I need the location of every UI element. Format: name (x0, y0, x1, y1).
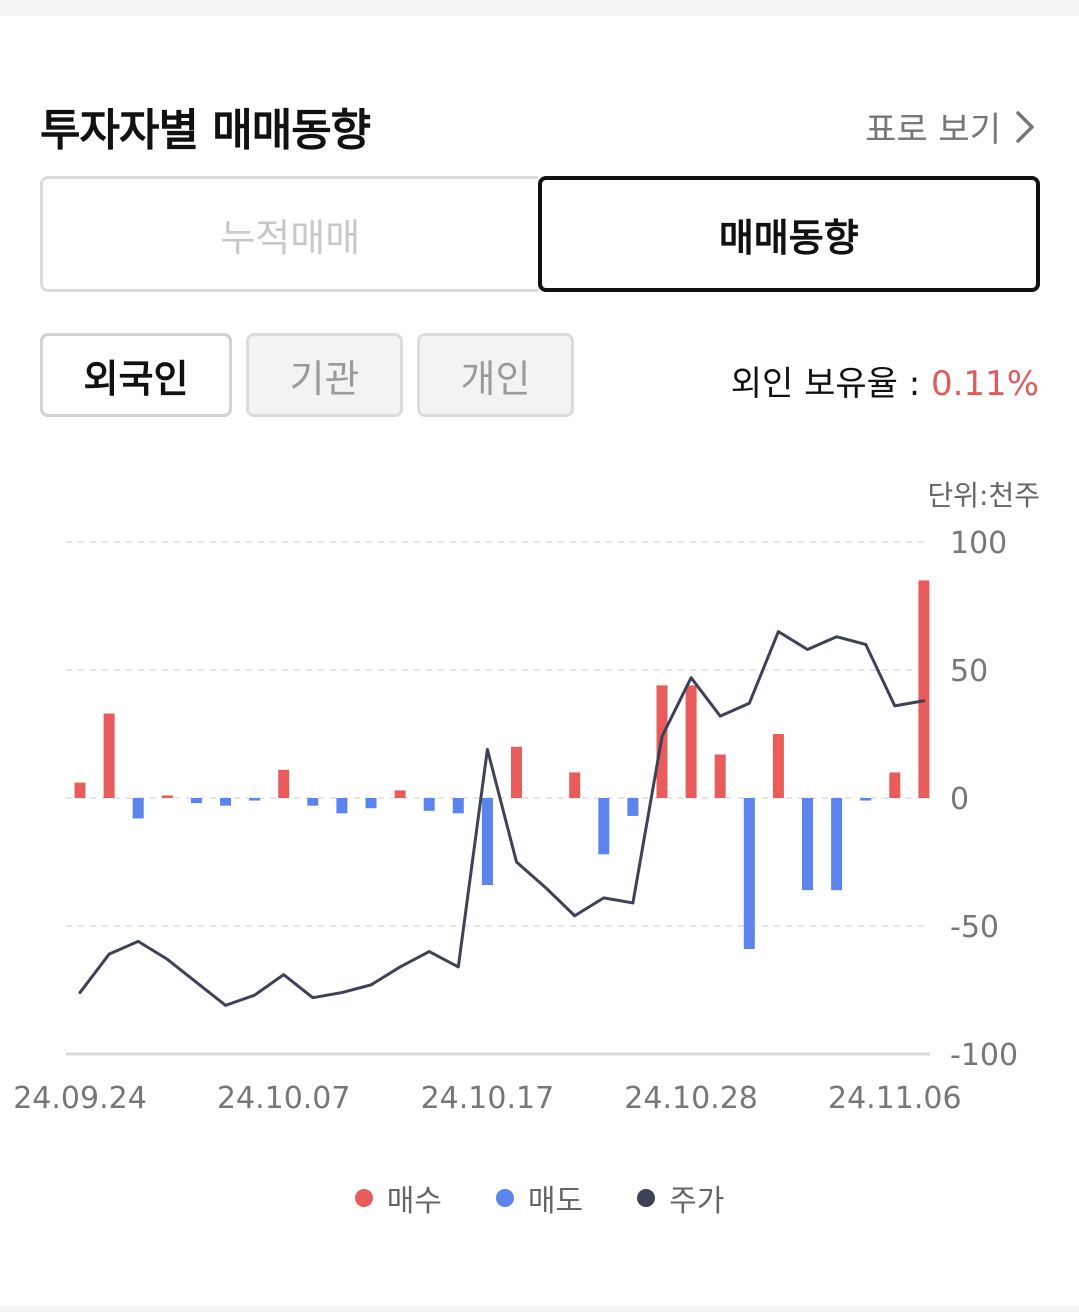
x-tick-label: 24.10.17 (421, 1081, 555, 1116)
sell-bar (598, 798, 610, 855)
holding-value: 0.11% (930, 364, 1039, 404)
buy-bar (772, 734, 784, 798)
legend-label-buy: 매수 (386, 1184, 442, 1219)
tab-institution[interactable]: 기관 (246, 333, 403, 417)
x-tick-label: 24.11.06 (828, 1081, 962, 1116)
sell-bar (220, 798, 231, 806)
buy-bar (278, 769, 290, 798)
buy-bar (394, 790, 406, 798)
legend-item-sell: 매도 (495, 1176, 584, 1220)
sell-bar (423, 798, 435, 811)
buy-bar (103, 713, 115, 798)
legend-item-price: 주가 (637, 1176, 724, 1220)
buy-bar (889, 772, 901, 798)
buy-bar (918, 580, 930, 798)
sell-bar (802, 798, 813, 891)
sell-bar (132, 798, 144, 819)
chart-legend: 매수 매도 주가 (0, 1176, 1079, 1220)
buy-bar (74, 782, 86, 798)
sell-bar (481, 798, 493, 886)
sell-bar (336, 798, 348, 814)
sell-dot-icon (495, 1189, 514, 1207)
holding-label: 외인 보유율 : (730, 364, 931, 404)
price-dot-icon (637, 1189, 656, 1207)
sell-bar (831, 798, 843, 891)
page-title: 투자자별 매매동향 (40, 105, 371, 156)
tab-cumulative[interactable]: 누적매매 (40, 176, 538, 292)
view-table-link[interactable]: 표로 보기 (865, 102, 1035, 151)
chevron-right-icon (1016, 110, 1034, 143)
investor-type-tabs: 외국인 기관 개인 (40, 333, 574, 417)
view-mode-toggle: 누적매매 매매동향 (40, 176, 1040, 292)
sell-bar (452, 798, 464, 814)
trading-trend-chart: 100 50 0 -50 -100 24.09.24 24.10.07 24.10.17 24.… (13, 479, 1040, 1116)
buy-dot-icon (354, 1189, 373, 1207)
sell-bar (627, 798, 639, 816)
foreign-holding-ratio: 외인 보유율 : 0.11% (731, 356, 1039, 405)
sell-bar (743, 798, 755, 950)
y-tick-label: 100 (950, 526, 1007, 561)
legend-label-sell: 매도 (527, 1184, 584, 1219)
y-tick-label: 0 (950, 782, 969, 817)
tab-foreigner[interactable]: 외국인 (40, 333, 232, 417)
y-tick-label: -100 (950, 1038, 1018, 1073)
buy-bar (685, 685, 697, 798)
sell-bar (307, 798, 319, 806)
x-tick-label: 24.10.28 (624, 1081, 758, 1116)
tab-trading-trend[interactable]: 매매동향 (537, 176, 1040, 292)
legend-item-buy: 매수 (354, 1176, 442, 1220)
unit-label: 단위:천주 (928, 479, 1040, 512)
buy-bar (714, 754, 726, 798)
y-tick-label: -50 (950, 910, 999, 945)
sell-bar (249, 798, 261, 801)
tab-individual[interactable]: 개인 (417, 333, 574, 417)
sell-bar (365, 798, 377, 809)
sell-bar (190, 798, 202, 804)
y-tick-label: 50 (950, 654, 988, 689)
x-tick-label: 24.09.24 (13, 1081, 147, 1116)
buy-bar (569, 772, 581, 798)
buy-bar (161, 795, 173, 798)
buy-bar (511, 746, 522, 798)
sell-bar (860, 798, 872, 801)
view-table-label: 표로 보기 (865, 110, 1001, 150)
price-line (78, 630, 926, 1007)
x-tick-label: 24.10.07 (217, 1081, 351, 1116)
legend-label-price: 주가 (669, 1184, 725, 1219)
